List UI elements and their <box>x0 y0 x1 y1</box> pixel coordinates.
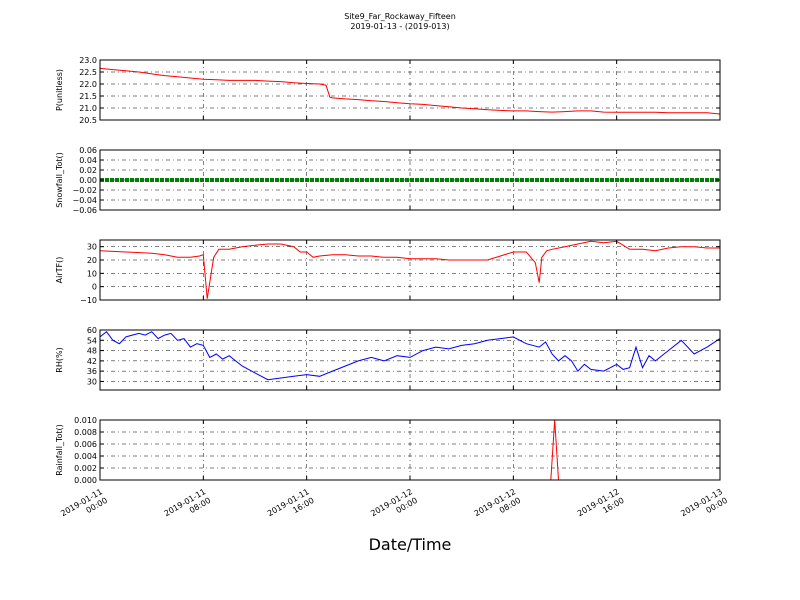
y-tick-label: 0.04 <box>79 156 97 165</box>
series-line <box>99 330 721 381</box>
y-tick-label: 54 <box>87 336 97 345</box>
y-axis-label: AirTF() <box>55 257 64 284</box>
y-tick-label: 20.5 <box>79 116 97 125</box>
panel-grid <box>100 420 720 480</box>
y-tick-label: 22.5 <box>79 68 97 77</box>
y-axis-label: Snowfall_Tot() <box>55 152 64 208</box>
panels: 20.5 21.0 21.5 22.0 22.5 23.0 P(unitless) −0.06… <box>55 56 721 485</box>
y-tick-label: 36 <box>87 367 97 376</box>
panel-2: −10 0 10 20 30 AirTF() <box>55 239 721 305</box>
panel-grid <box>100 330 720 390</box>
panel-0: 20.5 21.0 21.5 22.0 22.5 23.0 P(unitless) <box>55 56 721 125</box>
y-tick-label: 0.006 <box>74 440 97 449</box>
y-tick-label: 30 <box>87 243 97 252</box>
y-tick-label: 0.004 <box>74 452 97 461</box>
y-tick-label: −0.04 <box>72 196 97 205</box>
y-tick-label: 0.008 <box>74 428 97 437</box>
chart-subtitle: 2019-01-13 - (2019-013) <box>350 22 449 31</box>
y-tick-label: 0.02 <box>79 166 97 175</box>
y-tick-label: −0.06 <box>72 206 97 215</box>
y-tick-label: 0.000 <box>74 476 97 485</box>
x-axis-label: Date/Time <box>369 535 452 554</box>
y-tick-label: 23.0 <box>79 56 97 65</box>
chart-title: Site9_Far_Rockaway_Fifteen <box>344 12 456 21</box>
y-tick-label: 48 <box>87 347 97 356</box>
y-tick-label: −10 <box>80 296 97 305</box>
y-axis-label: P(unitless) <box>55 69 64 111</box>
y-tick-label: 10 <box>87 269 97 278</box>
y-tick-label: 0.06 <box>79 146 97 155</box>
y-tick-label: 0.010 <box>74 416 97 425</box>
y-tick-label: 0.002 <box>74 464 97 473</box>
y-tick-label: 0 <box>92 283 97 292</box>
y-tick-label: 42 <box>87 357 97 366</box>
y-tick-label: 22.0 <box>79 80 97 89</box>
panel-grid <box>100 60 720 120</box>
y-axis-label: Rainfall_Tot() <box>55 424 64 476</box>
y-axis-label: RH(%) <box>55 347 64 372</box>
y-tick-label: 21.0 <box>79 104 97 113</box>
panel-grid <box>100 240 720 300</box>
panel-4: 0.000 0.002 0.004 0.006 0.008 0.010 Rainfall_T… <box>55 416 721 485</box>
series-line <box>99 240 720 299</box>
series-line <box>99 67 721 115</box>
y-tick-label: 21.5 <box>79 92 97 101</box>
y-tick-label: 60 <box>87 326 97 335</box>
panel-1: −0.06−0.04−0.020.000.020.040.06 Snowfall_… <box>55 146 721 215</box>
y-tick-label: 20 <box>87 256 97 265</box>
y-tick-label: 0.00 <box>79 176 97 185</box>
y-tick-label: −0.02 <box>72 186 97 195</box>
y-tick-label: 30 <box>87 377 97 386</box>
